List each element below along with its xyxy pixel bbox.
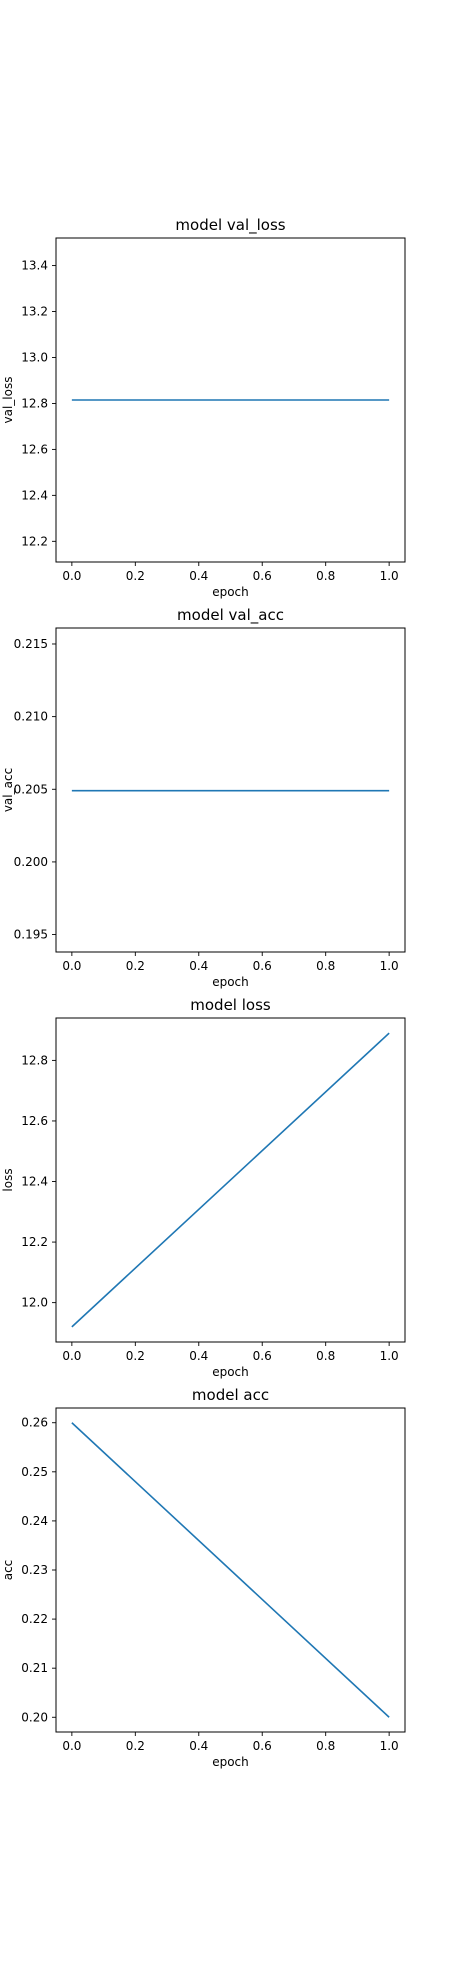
x-tick-label: 0.0 [62,1739,81,1753]
y-tick-label: 0.24 [21,1514,48,1528]
y-tick-label: 12.0 [21,1296,48,1310]
x-tick-label: 0.2 [126,959,145,973]
y-axis-label: val_acc [1,768,15,812]
x-tick-label: 0.6 [253,1349,272,1363]
plot-frame [55,1017,406,1343]
x-axis-label: epoch [212,585,249,599]
x-tick-label: 0.0 [62,1349,81,1363]
x-tick-label: 0.6 [253,1739,272,1753]
chart-title: model loss [190,996,271,1014]
y-tick-label: 0.26 [21,1416,48,1430]
x-tick-label: 0.8 [316,1349,335,1363]
y-tick-label: 12.2 [21,1235,48,1249]
subplot-4: model acc 0.0 0.2 0.4 0.6 0.8 1.0 0.20 0.21 0.22 0… [1,1386,406,1769]
y-axis-label: acc [1,1560,15,1581]
y-axis-label: val_loss [1,377,15,424]
y-tick-label: 0.210 [14,710,48,724]
y-tick-label: 13.2 [21,305,48,319]
x-tick-label: 1.0 [380,1739,399,1753]
y-tick-label: 0.20 [21,1710,48,1724]
y-tick-label: 0.200 [14,855,48,869]
y-tick-label: 0.25 [21,1465,48,1479]
x-tick-label: 0.0 [62,959,81,973]
subplot-2: model val_acc 0.0 0.2 0.4 0.6 0.8 1.0 0.195 0.20… [1,606,406,989]
chart-title: model val_acc [177,606,284,625]
y-axis-label: loss [1,1168,15,1191]
x-tick-label: 1.0 [380,959,399,973]
plot-frame [55,237,406,563]
x-tick-label: 0.2 [126,1739,145,1753]
y-tick-label: 0.21 [21,1661,48,1675]
x-tick-label: 0.4 [189,569,208,583]
y-tick-label: 12.2 [21,534,48,548]
x-axis-label: epoch [212,1365,249,1379]
x-axis-label: epoch [212,975,249,989]
plot-frame [55,627,406,953]
y-tick-label: 0.195 [14,928,48,942]
subplot-1: model val_loss 0.0 0.2 0.4 0.6 0.8 1.0 12.2 12.4… [1,216,406,599]
x-tick-label: 0.4 [189,959,208,973]
y-tick-label: 0.215 [14,637,48,651]
chart-title: model val_loss [175,216,285,235]
x-tick-label: 0.6 [253,959,272,973]
y-tick-label: 12.4 [21,488,48,502]
y-tick-label: 12.6 [21,442,48,456]
y-tick-label: 0.22 [21,1612,48,1626]
x-tick-label: 0.8 [316,1739,335,1753]
x-tick-label: 0.8 [316,959,335,973]
y-tick-label: 0.23 [21,1563,48,1577]
x-tick-label: 0.4 [189,1349,208,1363]
x-tick-label: 0.0 [62,569,81,583]
chart-title: model acc [192,1386,269,1404]
series-line [71,1422,390,1718]
y-tick-label: 12.8 [21,1053,48,1067]
x-tick-label: 1.0 [380,1349,399,1363]
x-tick-label: 1.0 [380,569,399,583]
subplot-3: model loss 0.0 0.2 0.4 0.6 0.8 1.0 12.0 12.2 12.4… [1,996,406,1379]
series-line [71,1032,390,1328]
x-tick-label: 0.2 [126,569,145,583]
y-tick-label: 12.8 [21,396,48,410]
y-tick-label: 13.4 [21,259,48,273]
y-tick-label: 12.4 [21,1175,48,1189]
x-tick-label: 0.6 [253,569,272,583]
x-tick-label: 0.2 [126,1349,145,1363]
y-tick-label: 13.0 [21,350,48,364]
x-tick-label: 0.4 [189,1739,208,1753]
x-tick-label: 0.8 [316,569,335,583]
y-tick-label: 12.6 [21,1114,48,1128]
plot-frame [55,1407,406,1733]
x-axis-label: epoch [212,1755,249,1769]
y-tick-label: 0.205 [14,782,48,796]
